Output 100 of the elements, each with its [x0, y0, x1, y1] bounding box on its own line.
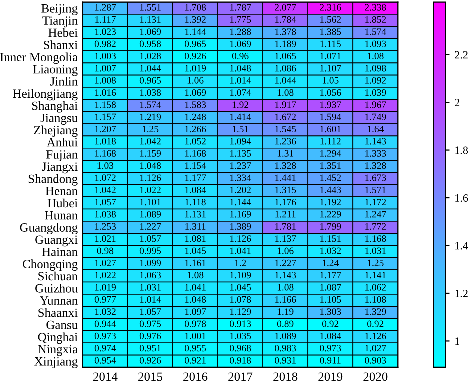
data-label: 1.071: [320, 52, 341, 60]
data-label: 1.287: [95, 4, 116, 11]
data-label: 1.101: [140, 199, 161, 206]
x-tick-label: 2014: [94, 372, 118, 382]
data-label: 1.052: [185, 138, 206, 145]
data-label: 1.105: [320, 296, 342, 304]
data-label: 0.92: [322, 320, 339, 328]
data-label: 1.19: [278, 308, 294, 316]
data-label: 1.118: [186, 199, 206, 206]
data-label: 0.978: [184, 320, 206, 328]
data-label: 1.967: [366, 102, 386, 108]
y-tick-label: Shanghai: [32, 101, 78, 113]
data-label: 1.749: [366, 114, 386, 120]
data-label: 1.189: [276, 40, 296, 48]
data-label: 1.031: [140, 284, 161, 291]
data-label: 1.087: [320, 284, 342, 291]
data-label: 1.008: [95, 77, 116, 84]
data-label: 0.89: [277, 320, 294, 328]
y-tick-label: Liaoning: [33, 65, 78, 76]
data-label: 1.044: [140, 65, 162, 72]
data-label: 1.072: [95, 174, 116, 182]
y-tick-label: Beijing: [42, 4, 78, 16]
data-label: 1.144: [230, 199, 252, 206]
y-tick-label: Hunan: [45, 211, 78, 220]
data-label: 1.227: [276, 260, 296, 266]
data-label: 1.042: [95, 186, 116, 194]
data-label: 1.673: [366, 174, 386, 182]
data-label: 1.084: [320, 332, 342, 340]
data-label: 1.25: [368, 260, 384, 266]
data-label: 1.192: [320, 199, 342, 206]
data-label: 1.06: [188, 77, 204, 84]
data-label: 2.338: [365, 4, 386, 11]
data-label: 0.921: [184, 357, 206, 364]
data-label: 1.168: [185, 150, 206, 157]
data-label: 1.594: [320, 114, 342, 120]
y-tick-label: Heilongjiang: [13, 89, 78, 101]
data-label: 1.048: [230, 65, 252, 72]
data-label: 1.045: [185, 248, 206, 254]
data-label: 1.334: [230, 174, 252, 182]
data-label: 1.019: [185, 65, 206, 72]
data-label: 1.161: [185, 260, 206, 266]
data-label: 1.236: [276, 138, 296, 145]
y-tick-label: Gansu: [46, 320, 78, 330]
data-label: 1.583: [185, 102, 206, 108]
data-label: 1.039: [366, 89, 386, 96]
y-tick-label: Shaanxi: [38, 308, 78, 318]
data-label: 1.107: [320, 65, 342, 72]
data-label: 1.601: [320, 126, 341, 133]
data-label: 1.045: [230, 284, 252, 291]
color-bar-label: 1.8: [456, 146, 468, 154]
data-label: 1.041: [230, 248, 251, 254]
data-label: 1.168: [366, 236, 386, 242]
y-tick-label: Zhejiang: [34, 126, 78, 138]
data-label: 1.069: [185, 89, 206, 96]
y-tick-label: Hainan: [42, 248, 78, 256]
data-label: 1.044: [276, 77, 296, 84]
data-label: 0.975: [140, 320, 162, 328]
y-tick-label: Jiangxi: [42, 162, 78, 174]
data-label: 1.247: [366, 211, 386, 218]
data-label: 1.097: [185, 308, 206, 316]
data-label: 1.25: [142, 126, 159, 133]
data-label: 1.089: [140, 211, 162, 218]
data-label: 1.143: [276, 272, 296, 279]
data-label: 1.042: [140, 138, 161, 145]
data-label: 1.018: [95, 138, 116, 145]
data-label: 1.227: [140, 223, 162, 230]
data-label: 1.05: [322, 77, 339, 84]
data-label: 1.176: [276, 199, 296, 206]
data-label: 1.177: [320, 272, 342, 279]
data-label: 1.007: [95, 65, 116, 72]
data-label: 1.129: [230, 308, 252, 316]
data-label: 1.852: [366, 16, 386, 24]
data-label: 1.109: [230, 272, 252, 279]
data-label: 1.08: [278, 89, 294, 96]
data-label: 1.084: [185, 186, 206, 194]
data-label: 1.027: [366, 345, 386, 352]
data-label: 1.799: [320, 223, 342, 230]
data-label: 1.032: [95, 308, 116, 316]
data-label: 1.775: [230, 16, 252, 24]
data-label: 1.288: [230, 28, 252, 36]
data-label: 1.078: [230, 296, 252, 304]
data-label: 0.977: [94, 296, 116, 304]
data-label: 1.048: [140, 162, 162, 170]
data-label: 1.708: [185, 4, 206, 11]
data-label: 1.389: [230, 223, 252, 230]
data-label: 1.202: [230, 186, 251, 194]
data-label: 1.311: [186, 223, 206, 230]
data-label: 1.784: [276, 16, 296, 24]
data-label: 1.64: [368, 126, 384, 133]
data-label: 1.781: [276, 223, 296, 230]
data-label: 1.069: [230, 40, 252, 48]
data-label: 1.099: [140, 260, 162, 266]
data-label: 1.441: [276, 174, 296, 182]
y-tick-label: Ningxia: [38, 345, 78, 356]
data-label: 1.207: [95, 126, 116, 133]
data-label: 0.955: [184, 345, 206, 352]
data-label: 1.08: [278, 284, 294, 291]
color-bar-label: 2: [455, 99, 460, 106]
data-label: 1.038: [140, 89, 162, 96]
data-label: 1.057: [95, 199, 116, 206]
